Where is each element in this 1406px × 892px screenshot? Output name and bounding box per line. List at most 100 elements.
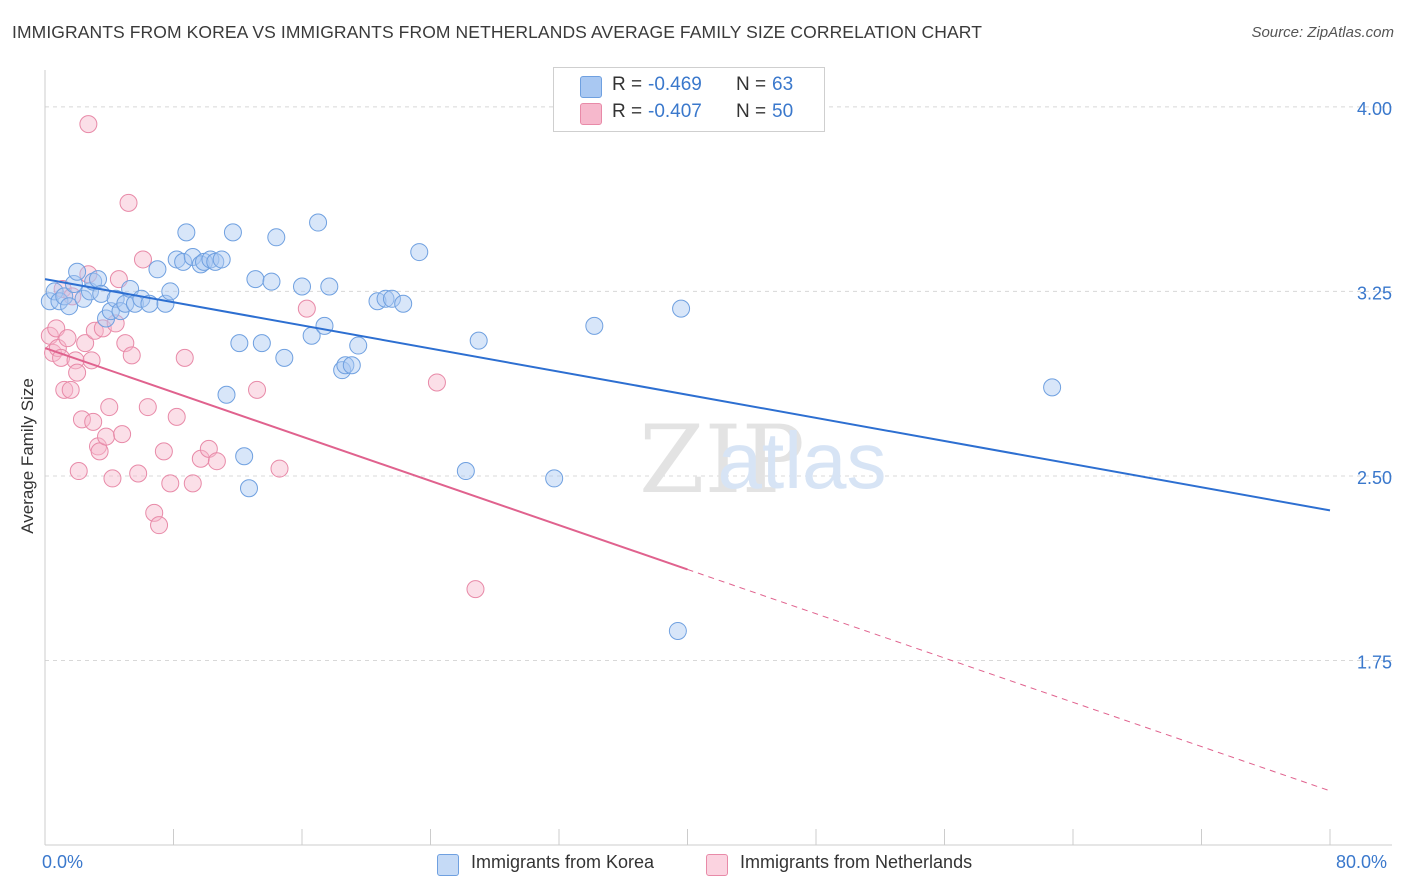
y-tick-label: 4.00 (1357, 99, 1392, 119)
korea-point (342, 356, 361, 375)
korea-point (262, 272, 281, 291)
netherlands-point (138, 398, 157, 417)
netherlands-swatch (580, 103, 602, 125)
korea-point (223, 223, 242, 242)
korea-point (410, 243, 429, 262)
korea-points (40, 213, 1062, 640)
legend-label: Immigrants from Korea (471, 852, 655, 872)
netherlands-legend-swatch (706, 854, 728, 876)
axes (44, 70, 1392, 846)
korea-point (89, 270, 108, 289)
gridlines (45, 106, 1392, 661)
korea-point (148, 260, 167, 279)
netherlands-point (79, 115, 98, 134)
korea-point (309, 213, 328, 232)
korea-point (116, 294, 135, 313)
netherlands-point (100, 398, 119, 417)
watermark-atlas: atlas (718, 416, 887, 505)
netherlands-point (175, 348, 194, 367)
korea-point (161, 282, 180, 301)
korea-point (336, 356, 355, 375)
korea-point (315, 316, 334, 335)
netherlands-point (270, 459, 289, 478)
n-label: N = (736, 101, 767, 122)
korea-trend-line (44, 278, 1331, 512)
source-credit: Source: ZipAtlas.com (1251, 24, 1394, 41)
korea-point (74, 289, 93, 308)
r-label: R = (612, 74, 643, 95)
korea-point (349, 336, 368, 355)
netherlands-point (52, 348, 71, 367)
korea-point (293, 277, 311, 296)
korea-point (252, 334, 271, 353)
korea-point (212, 250, 231, 269)
r-value: -0.469 (648, 74, 702, 95)
netherlands-point (154, 442, 173, 461)
korea-point (672, 299, 691, 318)
netherlands-point (297, 299, 316, 318)
korea-point (177, 223, 196, 242)
korea-point (382, 289, 401, 308)
netherlands-point (122, 346, 141, 365)
korea-point (376, 289, 395, 308)
n-value: 63 (772, 74, 794, 95)
netherlands-point (133, 250, 152, 269)
korea-point (246, 270, 265, 289)
korea-point (55, 287, 74, 306)
netherlands-point (427, 373, 446, 392)
korea-point (235, 447, 254, 466)
netherlands-trend-extension (687, 568, 1331, 792)
netherlands-point (58, 329, 77, 348)
korea-point (174, 252, 193, 271)
netherlands-point (119, 193, 138, 212)
korea-point (230, 334, 249, 353)
r-label: R = (612, 101, 643, 122)
netherlands-point (167, 407, 186, 426)
korea-point (1043, 378, 1062, 397)
korea-swatch (580, 76, 602, 98)
y-tick-label: 2.50 (1357, 468, 1392, 488)
netherlands-point (84, 412, 103, 431)
y-tick-labels: 1.75 2.50 3.25 4.00 (1357, 99, 1392, 673)
korea-point (320, 277, 339, 296)
korea-point (275, 348, 294, 367)
korea-point (394, 294, 413, 313)
stats-legend: R = -0.469 N = 63 R = -0.407 N = 50 (553, 67, 825, 132)
netherlands-point (150, 516, 169, 535)
korea-point (45, 282, 64, 301)
chart-title: IMMIGRANTS FROM KOREA VS IMMIGRANTS FROM… (12, 22, 983, 42)
trend-lines (44, 278, 1331, 792)
netherlands-point (466, 580, 485, 599)
netherlands-point (97, 427, 116, 446)
korea-point (333, 361, 352, 380)
netherlands-point (72, 410, 91, 429)
korea-point (60, 297, 79, 316)
korea-point (585, 316, 604, 335)
x-tick-label-max: 80.0% (1336, 852, 1388, 872)
watermark-zip: ZIP (639, 406, 805, 515)
netherlands-point (76, 334, 95, 353)
netherlands-point (161, 474, 180, 493)
netherlands-point (207, 452, 226, 471)
n-value: 50 (772, 101, 794, 122)
netherlands-point (68, 363, 87, 382)
netherlands-point (55, 380, 74, 399)
y-tick-label: 3.25 (1357, 283, 1392, 303)
korea-point (545, 469, 564, 488)
n-label: N = (736, 74, 767, 95)
korea-point (40, 292, 59, 311)
netherlands-point (129, 464, 148, 483)
netherlands-point (248, 380, 267, 399)
korea-point (68, 262, 87, 281)
korea-point (217, 385, 236, 404)
r-value: -0.407 (648, 101, 702, 122)
netherlands-point (183, 474, 202, 493)
netherlands-point (69, 462, 88, 481)
y-tick-label: 1.75 (1357, 652, 1392, 672)
netherlands-points (40, 115, 485, 599)
netherlands-trend-line (44, 347, 688, 571)
korea-point (239, 479, 258, 498)
korea-point (267, 228, 286, 247)
legend-label: Immigrants from Netherlands (740, 852, 973, 872)
